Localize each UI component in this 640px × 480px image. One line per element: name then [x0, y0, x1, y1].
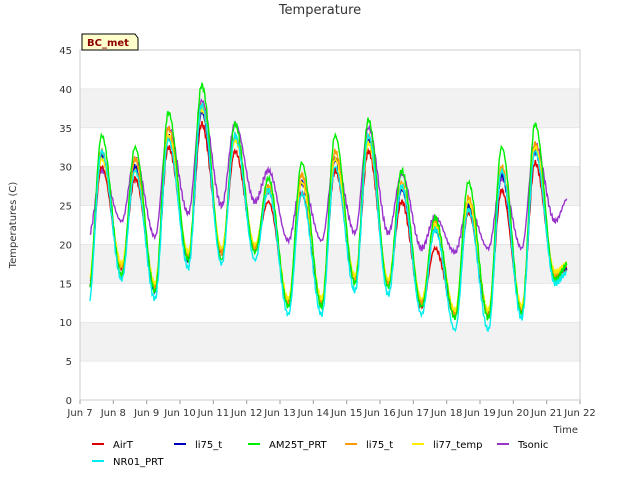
x-tick-label: Jun 7 — [66, 408, 92, 419]
site-badge: BC_met — [81, 33, 139, 51]
x-tick-label: Jun 11 — [197, 408, 230, 419]
x-tick-label: Jun 17 — [397, 408, 430, 419]
badge-box — [81, 33, 139, 51]
x-tick-label: Jun 13 — [263, 408, 296, 419]
plot-frame — [79, 49, 581, 401]
x-tick-label: Jun 21 — [530, 408, 563, 419]
x-axis-label: Time — [553, 425, 578, 436]
x-tick-label: Jun 9 — [133, 408, 159, 419]
grid-band — [80, 322, 580, 362]
x-tick-label: Jun 10 — [163, 408, 196, 419]
grid-band — [80, 244, 580, 284]
legend-label: li75_t — [366, 440, 393, 451]
legend-label: AirT — [113, 440, 134, 451]
y-tick-label: 10 — [59, 318, 72, 329]
x-tick-label: Jun 19 — [463, 408, 496, 419]
x-tick-label: Jun 22 — [563, 408, 596, 419]
plot-background — [80, 50, 580, 400]
legend: AirT li75_t AM25T_PRT li75_t li77_temp Tsonic… — [92, 440, 548, 468]
y-tick-label: 30 — [59, 163, 72, 174]
legend-label: AM25T_PRT — [269, 440, 328, 451]
badge-text: BC_met — [87, 38, 129, 49]
legend-label: NR01_PRT — [113, 457, 164, 468]
series-lines — [89, 82, 568, 333]
y-tick-label: 25 — [59, 202, 72, 213]
y-tick-label: 35 — [59, 124, 72, 135]
x-tick-label: Jun 12 — [230, 408, 263, 419]
series-line-am25t-prt — [89, 82, 568, 321]
x-axis: Jun 7 Jun 8 Jun 9 Jun 10 Jun 11 Jun 12 Jun 13 J… — [66, 400, 596, 419]
series-line-nr01-prt — [89, 102, 568, 333]
grid-band — [80, 88, 580, 128]
y-tick-label: 5 — [66, 357, 72, 368]
y-tick-label: 15 — [59, 279, 72, 290]
x-tick-label: Jun 15 — [330, 408, 363, 419]
x-tick-label: Jun 14 — [297, 408, 330, 419]
y-tick-label: 40 — [59, 85, 72, 96]
legend-label: li77_temp — [433, 440, 482, 451]
y-tick-label: 45 — [59, 46, 72, 57]
y-tick-label: 0 — [66, 396, 72, 407]
y-axis-label: Temperatures (C) — [8, 182, 19, 270]
legend-label: li75_t — [195, 440, 222, 451]
legend-label: Tsonic — [517, 440, 548, 451]
chart-title: Temperature — [278, 3, 361, 18]
x-tick-label: Jun 8 — [100, 408, 126, 419]
x-tick-label: Jun 20 — [497, 408, 530, 419]
x-tick-label: Jun 18 — [430, 408, 463, 419]
x-tick-label: Jun 16 — [363, 408, 396, 419]
y-tick-label: 20 — [59, 240, 72, 251]
